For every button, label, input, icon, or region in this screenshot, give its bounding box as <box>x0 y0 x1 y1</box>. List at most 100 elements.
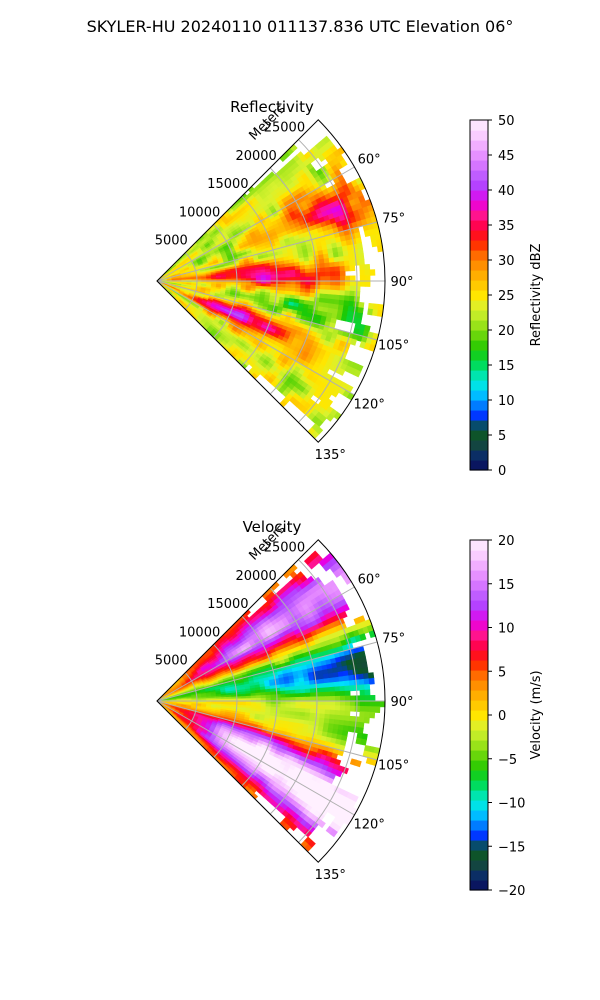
reflectivity-gate <box>359 275 366 282</box>
reflectivity-range-tick-label: 20000 <box>235 149 276 164</box>
reflectivity-gate <box>318 258 325 265</box>
velocity-gate <box>349 685 356 692</box>
reflectivity-gate <box>335 275 341 282</box>
velocity-gate <box>349 700 356 707</box>
velocity-gate <box>329 709 336 716</box>
velocity-gate <box>314 708 321 715</box>
velocity-gate <box>329 691 336 697</box>
reflectivity-gate <box>324 262 331 269</box>
velocity-gate <box>299 689 306 694</box>
velocity-gate <box>305 696 311 702</box>
velocity-gate <box>339 705 346 712</box>
reflectivity-gate <box>324 271 331 277</box>
velocity-gate <box>359 695 366 702</box>
velocity-gate <box>340 695 346 702</box>
velocity-gate <box>300 704 306 710</box>
velocity-gate <box>344 705 351 712</box>
reflectivity-gate <box>340 275 346 282</box>
reflectivity-gate <box>305 272 311 278</box>
reflectivity-azimuth-tick-label: 120° <box>354 398 385 413</box>
reflectivity-gate <box>290 277 297 282</box>
velocity-gate <box>315 696 321 702</box>
velocity-gate <box>329 682 336 688</box>
reflectivity-gate <box>295 284 302 289</box>
velocity-gate <box>285 693 292 698</box>
reflectivity-gate <box>339 290 346 297</box>
velocity-gate <box>333 676 340 683</box>
reflectivity-gate <box>329 285 336 291</box>
velocity-gate <box>334 710 341 716</box>
velocity-gate <box>360 738 367 746</box>
reflectivity-gate <box>364 263 371 271</box>
reflectivity-gate <box>320 271 326 278</box>
reflectivity-gate <box>343 255 350 262</box>
reflectivity-gate <box>334 294 341 301</box>
reflectivity-gate <box>280 280 287 285</box>
reflectivity-gate <box>343 260 351 267</box>
velocity-gate <box>309 688 316 694</box>
reflectivity-gate <box>334 285 341 291</box>
velocity-gate <box>335 700 341 707</box>
reflectivity-gate <box>338 256 345 263</box>
velocity-gate <box>369 711 376 719</box>
velocity-gate <box>334 705 341 711</box>
reflectivity-gate <box>295 280 302 286</box>
velocity-gate <box>344 690 351 697</box>
velocity-gate <box>324 691 331 697</box>
velocity-gate <box>334 681 341 688</box>
reflectivity-title: Reflectivity <box>230 98 314 116</box>
reflectivity-gate <box>300 284 306 290</box>
velocity-gate <box>329 714 336 720</box>
velocity-gate <box>369 706 376 713</box>
reflectivity-gate <box>314 263 321 269</box>
reflectivity-gate <box>280 273 287 279</box>
reflectivity-gate <box>349 280 356 287</box>
velocity-gate <box>295 689 301 695</box>
velocity-gate <box>300 692 306 698</box>
reflectivity-gate <box>260 274 267 279</box>
velocity-gate <box>359 711 366 718</box>
velocity-gate <box>324 705 331 711</box>
velocity-gate <box>329 705 336 711</box>
reflectivity-gate <box>310 272 316 278</box>
velocity-gate <box>323 678 330 684</box>
reflectivity-gate <box>285 273 292 278</box>
reflectivity-gate <box>304 264 311 270</box>
reflectivity-gate <box>340 280 346 287</box>
reflectivity-gate <box>330 280 336 286</box>
velocity-gate <box>304 708 311 714</box>
velocity-gate <box>295 704 302 709</box>
velocity-gate <box>374 706 381 713</box>
reflectivity-gate <box>300 276 306 282</box>
reflectivity-gate <box>319 289 326 295</box>
velocity-gate <box>304 684 311 690</box>
reflectivity-gate <box>285 280 292 285</box>
velocity-gate <box>348 679 355 687</box>
reflectivity-gate <box>315 272 321 278</box>
reflectivity-gate <box>329 271 336 277</box>
velocity-gate <box>265 694 272 699</box>
reflectivity-gate <box>320 276 326 282</box>
velocity-gate <box>367 672 375 680</box>
reflectivity-gate <box>265 274 272 279</box>
reflectivity-gate <box>285 270 291 275</box>
velocity-gate <box>334 691 341 697</box>
velocity-panel: Velocity 60°75°90°105°120°135°5000100001… <box>155 518 414 883</box>
reflectivity-gate <box>339 265 346 272</box>
reflectivity-gate <box>324 293 331 300</box>
velocity-gate <box>359 706 366 713</box>
velocity-gate <box>324 682 331 689</box>
reflectivity-gate <box>270 274 277 279</box>
velocity-gate <box>368 677 375 685</box>
velocity-gate <box>295 696 302 702</box>
reflectivity-gate <box>329 266 336 273</box>
reflectivity-gate <box>353 296 360 303</box>
reflectivity-gate <box>324 285 331 291</box>
reflectivity-gate <box>334 290 341 296</box>
reflectivity-gate <box>329 289 336 296</box>
velocity-gate <box>280 700 287 705</box>
reflectivity-gate <box>324 289 331 295</box>
figure-title: SKYLER-HU 20240110 011137.836 UTC Elevat… <box>87 17 514 36</box>
reflectivity-range-tick-label: 10000 <box>179 205 220 220</box>
velocity-gate <box>379 700 386 708</box>
